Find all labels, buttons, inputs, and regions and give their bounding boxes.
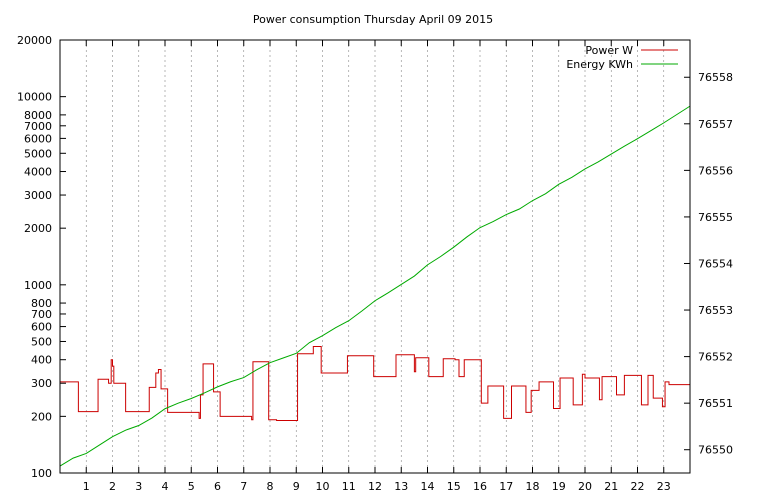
series-line-energy-kwh [59,105,691,467]
y-right-tick-label: 76558 [698,71,733,84]
y-left-tick-label: 500 [31,335,52,348]
axis-ticks: 1 2 3 4 5 6 7 8 9 10 11 12 13 14 15 16 17 18 19 20 21 22 23100… [17,34,733,493]
x-tick-label: 19 [552,480,566,493]
x-tick-label: 22 [631,480,645,493]
x-tick-label: 1 [83,480,90,493]
x-tick-label: 6 [214,480,221,493]
series-layer [59,105,691,467]
x-tick-label: 15 [447,480,461,493]
y-left-tick-label: 6000 [24,132,52,145]
y-left-tick-label: 100 [31,467,52,480]
x-tick-label: 3 [135,480,142,493]
legend-label: Power W [585,44,633,57]
x-tick-label: 9 [293,480,300,493]
x-tick-label: 13 [394,480,408,493]
y-left-tick-label: 300 [31,377,52,390]
x-tick-label: 14 [421,480,435,493]
x-tick-label: 12 [368,480,382,493]
y-left-tick-label: 800 [31,297,52,310]
legend-label: Energy KWh [566,58,633,71]
y-left-tick-label: 2000 [24,222,52,235]
x-tick-label: 18 [526,480,540,493]
x-tick-label: 5 [188,480,195,493]
x-tick-label: 16 [473,480,487,493]
x-tick-label: 23 [657,480,671,493]
y-left-tick-label: 5000 [24,147,52,160]
chart-title: Power consumption Thursday April 09 2015 [253,13,493,26]
y-right-tick-label: 76556 [698,164,733,177]
y-left-tick-label: 600 [31,321,52,334]
x-tick-label: 8 [267,480,274,493]
y-left-tick-label: 400 [31,354,52,367]
series-line-power-w [60,346,690,422]
y-right-tick-label: 76552 [698,351,733,364]
y-right-tick-label: 76553 [698,304,733,317]
x-tick-label: 17 [499,480,513,493]
x-tick-label: 2 [109,480,116,493]
x-tick-label: 21 [604,480,618,493]
y-left-tick-label: 20000 [17,34,52,47]
y-left-tick-label: 3000 [24,189,52,202]
x-tick-label: 4 [162,480,169,493]
x-tick-label: 11 [342,480,356,493]
x-tick-label: 20 [578,480,592,493]
y-left-tick-label: 200 [31,410,52,423]
x-tick-label: 10 [316,480,330,493]
y-left-tick-label: 8000 [24,109,52,122]
y-right-tick-label: 76557 [698,118,733,131]
x-tick-label: 7 [240,480,247,493]
y-left-tick-label: 1000 [24,279,52,292]
y-left-tick-label: 700 [31,308,52,321]
y-right-tick-label: 76550 [698,444,733,457]
y-left-tick-label: 4000 [24,166,52,179]
y-left-tick-label: 7000 [24,120,52,133]
y-left-tick-label: 10000 [17,91,52,104]
y-right-tick-label: 76551 [698,397,733,410]
grid-lines [85,40,665,473]
y-right-tick-label: 76554 [698,257,733,270]
y-right-tick-label: 76555 [698,211,733,224]
